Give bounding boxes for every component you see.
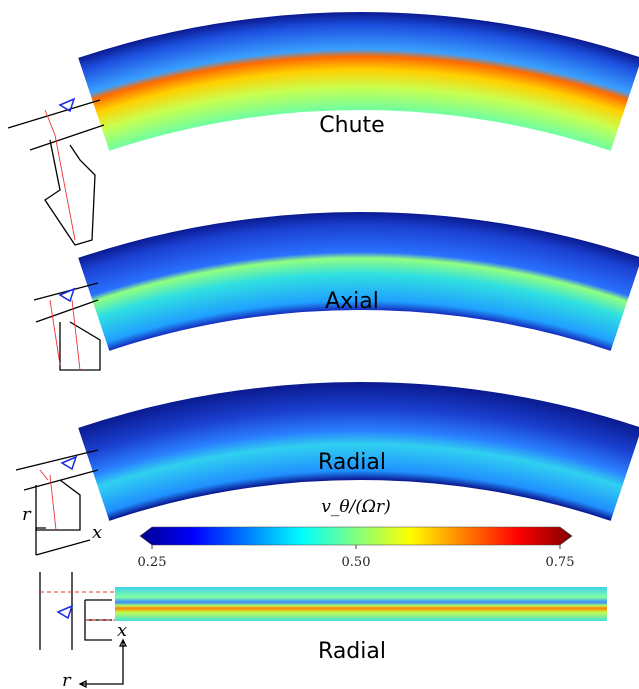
schematic bbox=[8, 99, 126, 687]
axis-label: r bbox=[62, 670, 72, 689]
colorbar-tick-label: 0.50 bbox=[342, 555, 371, 570]
axis-label: x bbox=[92, 522, 102, 543]
panel-label: Radial bbox=[318, 639, 386, 664]
colorbar-tick-label: 0.75 bbox=[546, 555, 575, 570]
contour-fields bbox=[78, 12, 639, 521]
panel-label: Chute bbox=[319, 113, 384, 138]
axis-label: r bbox=[22, 504, 32, 525]
panel-label: Radial bbox=[318, 450, 386, 475]
panel-label: Axial bbox=[325, 289, 379, 314]
colorbar bbox=[140, 527, 572, 545]
colorbar-label: v_θ/(Ωr) bbox=[321, 497, 391, 517]
contour-strip bbox=[115, 587, 607, 621]
contour-field bbox=[78, 212, 639, 351]
figure: Chute Axial Radial Radial r x r x v_θ/(Ω… bbox=[0, 0, 639, 689]
axis-label: x bbox=[117, 620, 127, 641]
colorbar-ticks: 0.25 0.50 0.75 bbox=[138, 545, 575, 570]
colorbar-tick-label: 0.25 bbox=[138, 555, 167, 570]
